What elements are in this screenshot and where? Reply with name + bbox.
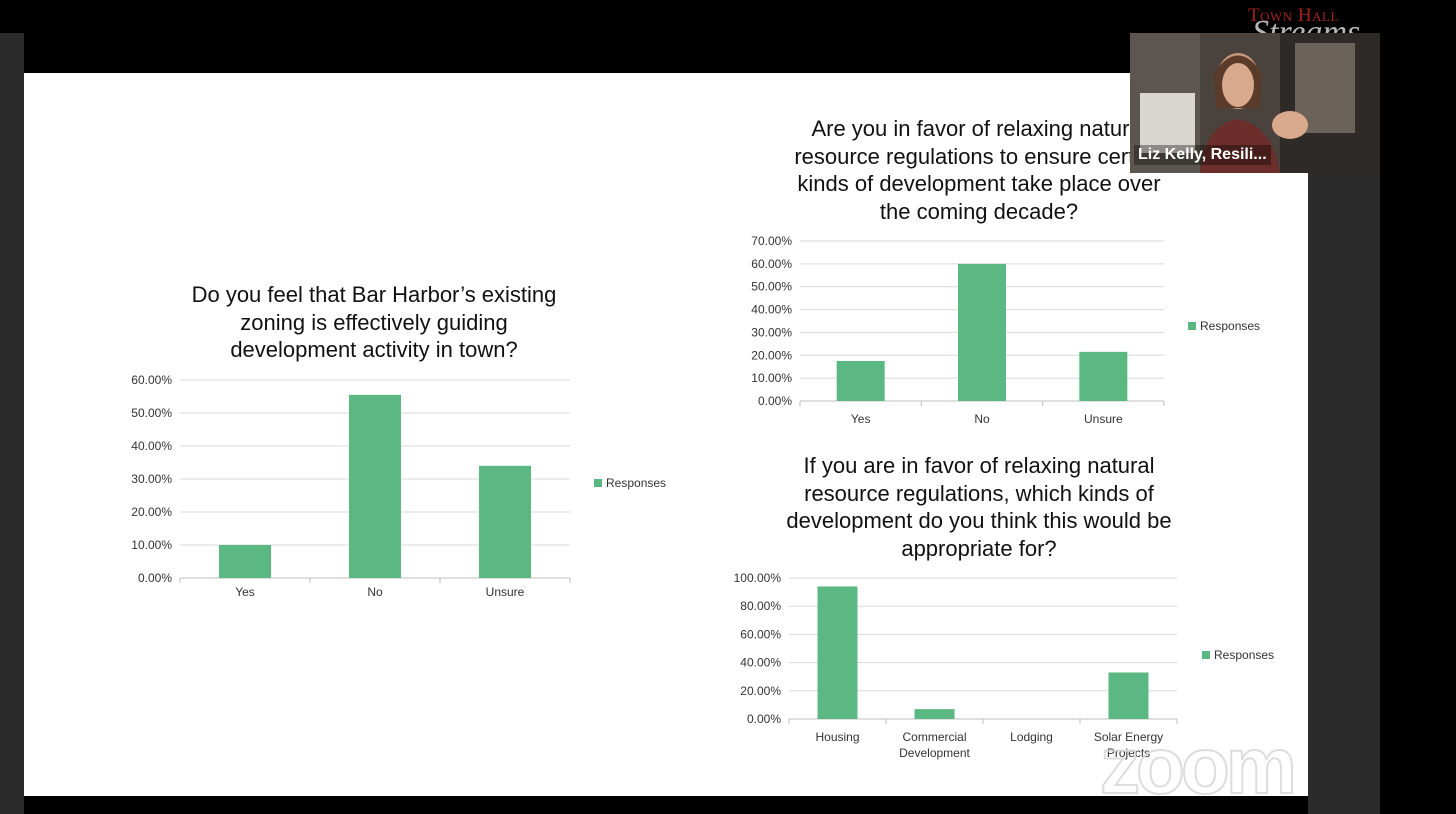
x-category-label: Commercial xyxy=(902,730,966,744)
chart-1-title-line: zoning is effectively guiding xyxy=(240,309,508,335)
bar xyxy=(958,263,1006,401)
bar xyxy=(914,709,955,719)
participant-video-tile[interactable]: Liz Kelly, Resili... xyxy=(1130,33,1380,173)
legend-swatch xyxy=(594,479,602,487)
y-tick-label: 60.00% xyxy=(751,257,792,271)
chart-1-zoning-effectiveness: 0.00% 10.00% 20.00% 30.00% 40.00% 50.00% 60.00… xyxy=(131,373,666,599)
y-tick-label: 20.00% xyxy=(131,505,172,519)
y-tick-label: 40.00% xyxy=(740,656,781,670)
y-tick-label: 100.00% xyxy=(734,571,782,585)
legend-label: Responses xyxy=(1214,648,1274,662)
chart-1-title-line: development activity in town? xyxy=(230,337,518,362)
x-category-label: Yes xyxy=(851,412,871,426)
y-tick-label: 20.00% xyxy=(740,684,781,698)
y-tick-label: 60.00% xyxy=(740,627,781,641)
y-tick-label: 30.00% xyxy=(751,325,792,339)
y-tick-label: 80.00% xyxy=(740,599,781,613)
x-category-label: Lodging xyxy=(1010,730,1053,744)
y-tick-label: 70.00% xyxy=(751,234,792,248)
chart-3-title-line: development do you think this would be xyxy=(786,508,1172,533)
chart-3-development-types: 0.00% 20.00% 40.00% 60.00% 80.00% 100.00% Hous… xyxy=(734,571,1274,760)
y-tick-label: 60.00% xyxy=(131,373,172,387)
y-tick-label: 20.00% xyxy=(751,348,792,362)
bar xyxy=(1079,351,1128,401)
right-dark-strip xyxy=(1308,173,1380,814)
chart-2-title-line: kinds of development take place over xyxy=(797,171,1161,196)
town-hall-streams-logo: Town Hall Streams xyxy=(1200,2,1410,51)
x-category-label: Housing xyxy=(815,730,859,744)
chart-2-title-line: resource regulations to ensure certain xyxy=(794,143,1164,169)
y-tick-label: 10.00% xyxy=(751,371,792,385)
participant-video-image xyxy=(1130,33,1380,173)
y-tick-label: 0.00% xyxy=(138,571,172,585)
x-category-label: No xyxy=(974,412,990,426)
zoom-watermark: zoom xyxy=(1099,720,1298,811)
legend-label: Responses xyxy=(1200,319,1260,333)
left-dark-strip xyxy=(0,33,24,814)
chart-3-title-line: appropriate for? xyxy=(901,535,1057,561)
legend-swatch xyxy=(1188,322,1196,330)
x-category-label: Projects xyxy=(1107,746,1150,760)
y-tick-label: 10.00% xyxy=(131,538,172,552)
y-tick-label: 40.00% xyxy=(751,303,792,317)
chart-1-title-line: Do you feel that Bar Harbor’s existing xyxy=(191,282,557,307)
legend-swatch xyxy=(1202,651,1210,659)
x-category-label: No xyxy=(367,585,383,599)
y-tick-label: 50.00% xyxy=(131,406,172,420)
chart-1-title: Do you feel that Bar Harbor’s existing z… xyxy=(154,281,594,364)
x-category-label: Unsure xyxy=(486,585,525,599)
y-tick-label: 50.00% xyxy=(751,280,792,294)
chart-3-title-line: If you are in favor of relaxing natural xyxy=(803,453,1155,478)
x-category-label: Unsure xyxy=(1084,412,1123,426)
bar xyxy=(1108,672,1149,719)
legend-label: Responses xyxy=(606,476,666,490)
shared-slide: Do you feel that Bar Harbor’s existing z… xyxy=(24,73,1308,796)
bar xyxy=(219,545,271,578)
x-category-label: Development xyxy=(899,746,970,760)
y-tick-label: 0.00% xyxy=(747,712,781,726)
bar xyxy=(836,361,885,401)
bar xyxy=(479,465,531,578)
chart-3-title: If you are in favor of relaxing natural … xyxy=(754,452,1204,562)
bar xyxy=(817,586,858,719)
chart-2-title-line: Are you in favor of relaxing natural xyxy=(811,116,1147,141)
chart-2-title: Are you in favor of relaxing natural res… xyxy=(754,115,1204,225)
y-tick-label: 40.00% xyxy=(131,439,172,453)
y-tick-label: 0.00% xyxy=(758,394,792,408)
brand-top-text: Town Hall xyxy=(1248,5,1339,26)
x-category-label: Yes xyxy=(235,585,255,599)
bar xyxy=(349,394,401,578)
y-tick-label: 30.00% xyxy=(131,472,172,486)
chart-2-relax-regulations: 0.00% 10.00% 20.00% 30.00% 40.00% 50.00% 60.00… xyxy=(751,234,1260,426)
participant-name-label: Liz Kelly, Resili... xyxy=(1134,145,1271,165)
x-category-label: Solar Energy xyxy=(1094,730,1163,744)
chart-3-title-line: resource regulations, which kinds of xyxy=(804,480,1154,506)
chart-2-title-line: the coming decade? xyxy=(879,198,1079,224)
